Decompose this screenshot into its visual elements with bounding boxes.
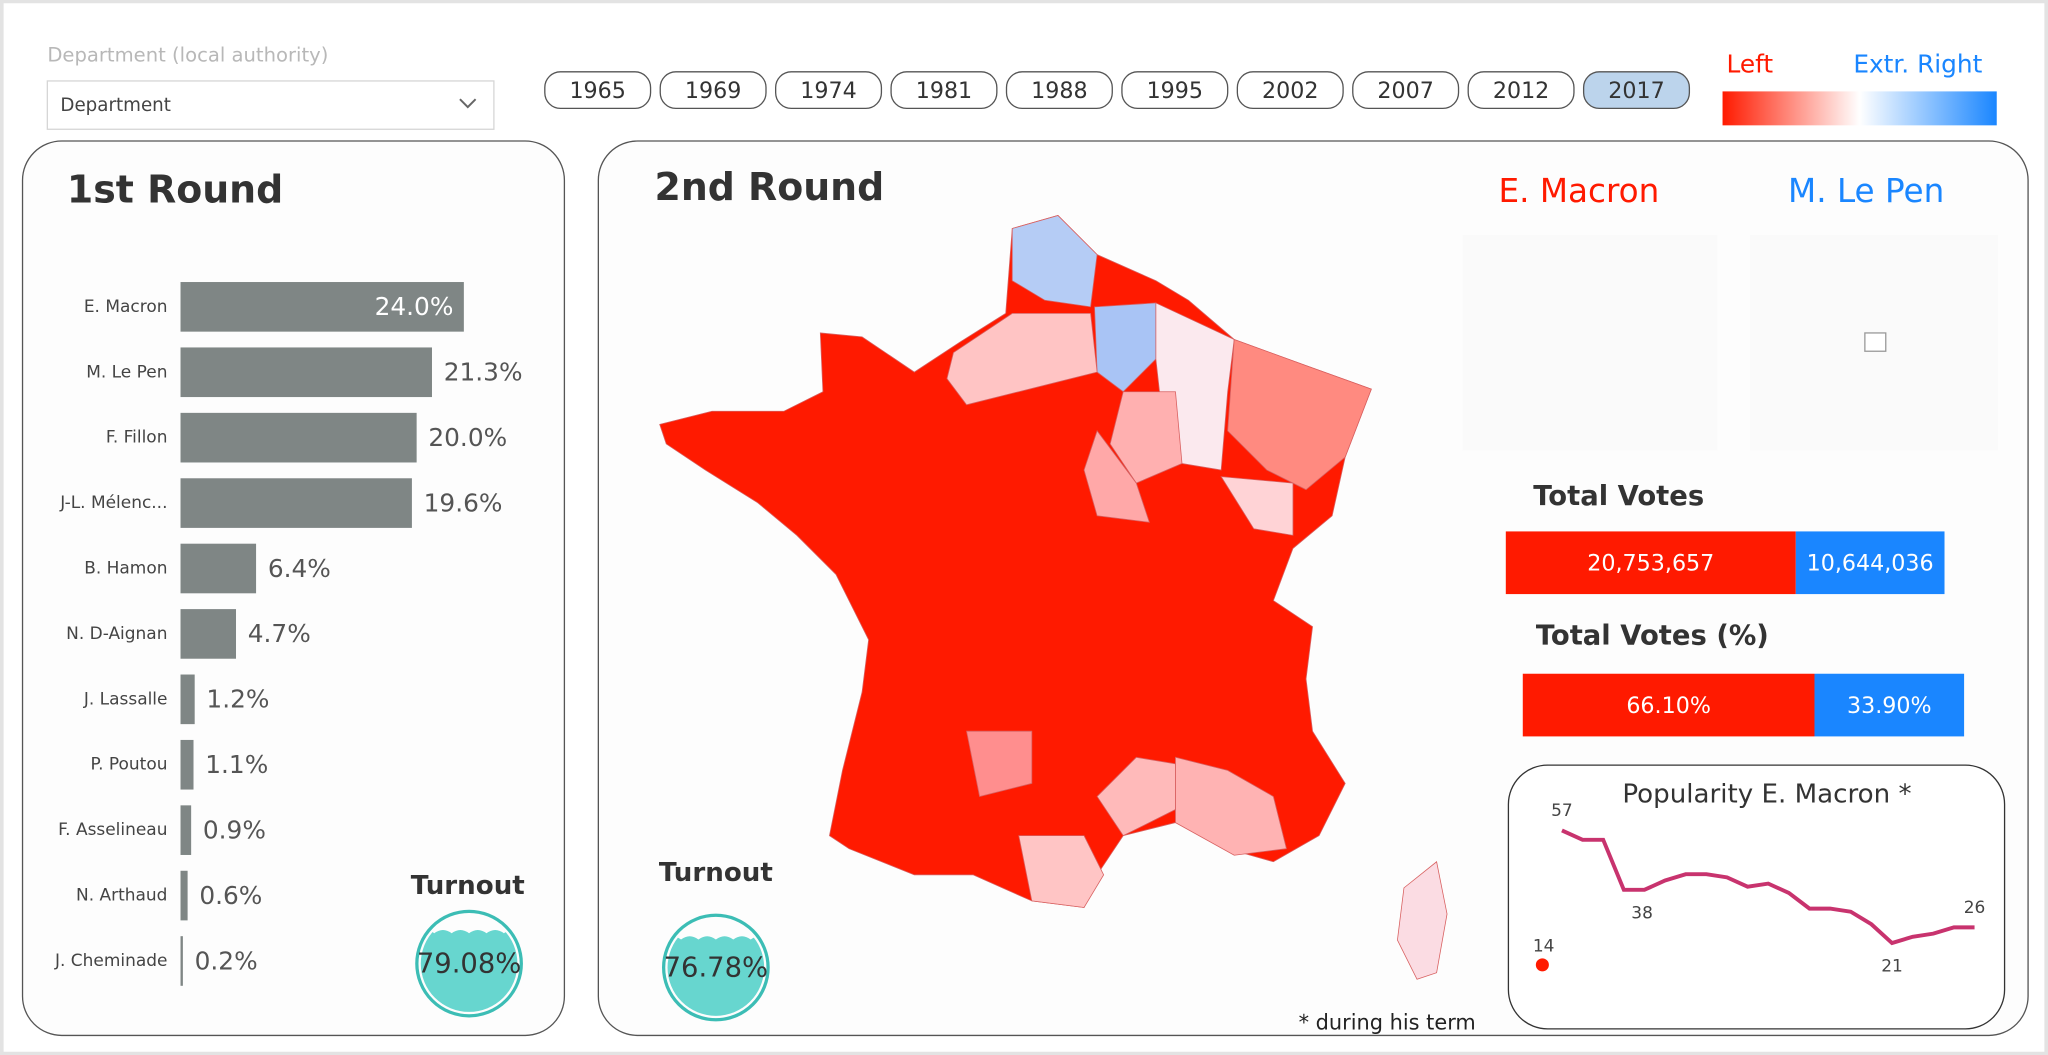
turnout-ring	[661, 913, 770, 1022]
bar-category: J. Cheminade	[54, 951, 167, 971]
bar-value-label: 4.7%	[248, 619, 311, 648]
year-label: 2012	[1493, 78, 1549, 104]
bar-value-label: 0.9%	[203, 815, 266, 844]
bar-category: F. Asselineau	[58, 820, 167, 840]
popularity-panel	[1507, 764, 2006, 1030]
legend-right: Extr. Right	[1853, 49, 1982, 78]
bar	[180, 543, 257, 594]
bar	[180, 870, 188, 921]
bar-value-label: 21.3%	[444, 358, 523, 387]
bar-value-label: 6.4%	[268, 554, 331, 583]
bar	[180, 347, 432, 398]
map	[659, 214, 1448, 980]
vote-label: 66.10%	[1626, 693, 1711, 719]
year-button[interactable]	[775, 71, 883, 110]
year-button[interactable]	[890, 71, 998, 110]
total-votes-title: Total Votes	[1533, 481, 1704, 512]
total-votes-pct-title: Total Votes (%)	[1536, 621, 1769, 652]
bar	[180, 739, 194, 790]
bar-category: B. Hamon	[84, 558, 167, 578]
popularity-label: 21	[1881, 957, 1903, 977]
vote-bar	[1522, 673, 1815, 737]
year-button[interactable]	[1005, 71, 1113, 110]
bar-value-label: 1.1%	[205, 750, 268, 779]
bar-category: E. Macron	[84, 297, 168, 317]
year-button[interactable]	[659, 71, 767, 110]
dropdown-placeholder: Department	[60, 95, 171, 116]
candidate-2: M. Le Pen	[1788, 172, 1944, 210]
year-button[interactable]	[1582, 71, 1691, 110]
turnout2-title: Turnout	[659, 858, 773, 888]
turnout-value: 76.78%	[664, 952, 769, 983]
bar	[180, 282, 464, 332]
bar	[180, 412, 417, 463]
year-button[interactable]	[1352, 71, 1460, 110]
vote-label: 20,753,657	[1587, 551, 1714, 577]
popularity-highlight-label: 14	[1533, 937, 1555, 957]
year-button[interactable]	[1467, 71, 1575, 110]
year-label: 1981	[916, 78, 972, 104]
popularity-highlight	[1535, 958, 1549, 972]
popularity-label: 26	[1964, 898, 1986, 918]
bar-category: J. Lassalle	[83, 689, 168, 709]
dropdown-chevron	[459, 98, 477, 109]
vote-bar	[1814, 673, 1965, 737]
legend-gradient	[1722, 91, 1997, 126]
bar-value-label: 1.2%	[206, 685, 269, 714]
vote-label: 33.90%	[1847, 693, 1932, 719]
bar-category: P. Poutou	[91, 755, 168, 775]
vote-bar	[1505, 531, 1796, 595]
popularity-label: 38	[1631, 903, 1653, 923]
bar-category: N. D-Aignan	[66, 624, 167, 644]
round2-title: 2nd Round	[654, 165, 884, 209]
vote-label: 10,644,036	[1807, 551, 1934, 577]
bar-category: M. Le Pen	[86, 362, 167, 382]
bar	[180, 609, 237, 659]
bar	[180, 936, 183, 986]
year-label: 2002	[1262, 78, 1318, 104]
year-label: 1965	[569, 78, 625, 104]
popularity-label: 57	[1551, 801, 1573, 821]
year-label: 2007	[1377, 78, 1433, 104]
bar-value-label: 0.2%	[195, 946, 258, 975]
year-label: 1988	[1031, 78, 1087, 104]
dropdown[interactable]	[46, 80, 495, 130]
round1-title: 1st Round	[67, 167, 283, 211]
legend-left: Left	[1726, 49, 1773, 78]
bar-value-label: 24.0%	[375, 292, 454, 321]
bar-value-label: 0.6%	[199, 881, 262, 910]
filter-label: Department (local authority)	[47, 44, 328, 67]
bar-category: F. Fillon	[106, 428, 168, 448]
turnout1-title: Turnout	[411, 871, 525, 901]
turnout-water	[667, 936, 765, 1016]
turnout-ring	[415, 909, 523, 1018]
bar-value-label: 20.0%	[428, 423, 507, 452]
year-label: 1969	[685, 78, 741, 104]
candidate-photo-1	[1462, 235, 1718, 451]
year-label: 1974	[800, 78, 856, 104]
turnout-value: 79.08%	[417, 948, 522, 979]
popularity-line	[1561, 828, 1975, 946]
bar	[180, 674, 195, 725]
vote-bar	[1795, 531, 1945, 595]
bar	[180, 478, 412, 528]
year-button[interactable]	[544, 71, 652, 110]
popularity-title: Popularity E. Macron *	[1622, 780, 1911, 810]
broken-image-icon	[1864, 332, 1887, 352]
year-label: 1995	[1147, 78, 1203, 104]
turnout-water	[420, 929, 518, 1012]
year-label: 2017	[1608, 78, 1664, 104]
bar	[180, 805, 192, 855]
note: * during his term	[1299, 1011, 1476, 1035]
year-button[interactable]	[1121, 71, 1229, 110]
year-button[interactable]	[1236, 71, 1344, 110]
bar-category: J-L. Mélenc...	[59, 493, 167, 513]
bar-category: N. Arthaud	[76, 886, 167, 906]
candidate-1: E. Macron	[1499, 172, 1660, 210]
bar-value-label: 19.6%	[424, 488, 503, 517]
